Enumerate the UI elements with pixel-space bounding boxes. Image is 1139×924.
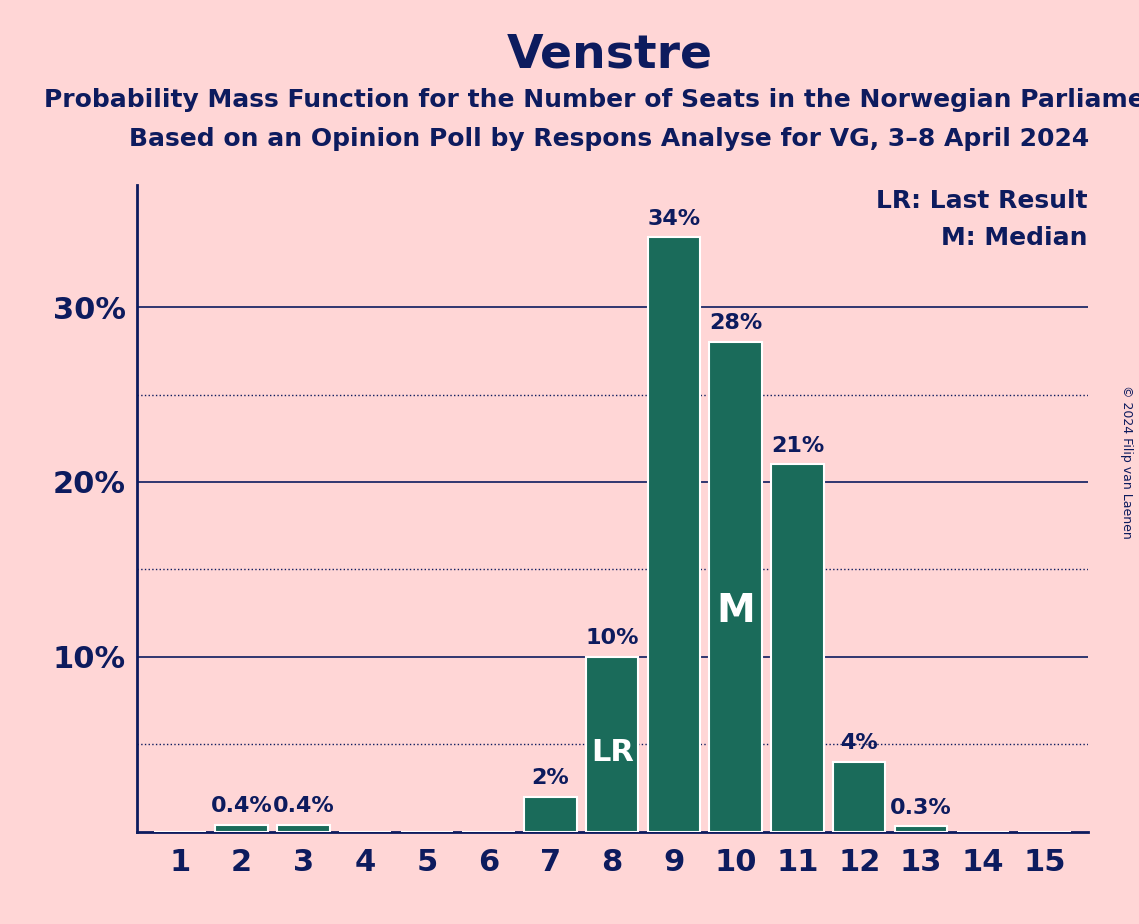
Text: © 2024 Filip van Laenen: © 2024 Filip van Laenen <box>1121 385 1133 539</box>
Text: 34%: 34% <box>647 209 700 228</box>
Bar <box>833 761 885 832</box>
Bar <box>710 342 762 832</box>
Text: M: M <box>716 592 755 630</box>
Text: Probability Mass Function for the Number of Seats in the Norwegian Parliament: Probability Mass Function for the Number… <box>44 88 1139 112</box>
Text: LR: Last Result: LR: Last Result <box>876 189 1088 213</box>
Text: 28%: 28% <box>710 313 762 334</box>
Bar <box>895 826 948 832</box>
Text: 0.3%: 0.3% <box>890 797 952 818</box>
Text: 0.4%: 0.4% <box>211 796 272 816</box>
Bar <box>585 657 639 832</box>
Text: 10%: 10% <box>585 628 639 648</box>
Text: 4%: 4% <box>841 733 878 753</box>
Text: 21%: 21% <box>771 436 825 456</box>
Bar <box>215 824 268 832</box>
Text: Based on an Opinion Poll by Respons Analyse for VG, 3–8 April 2024: Based on an Opinion Poll by Respons Anal… <box>129 127 1090 151</box>
Text: 0.4%: 0.4% <box>272 796 335 816</box>
Text: M: Median: M: Median <box>941 226 1088 250</box>
Bar <box>524 796 576 832</box>
Bar <box>277 824 329 832</box>
Bar <box>771 465 823 832</box>
Text: 2%: 2% <box>532 768 570 788</box>
Text: LR: LR <box>591 738 633 768</box>
Text: Venstre: Venstre <box>507 32 712 78</box>
Bar <box>648 237 700 832</box>
